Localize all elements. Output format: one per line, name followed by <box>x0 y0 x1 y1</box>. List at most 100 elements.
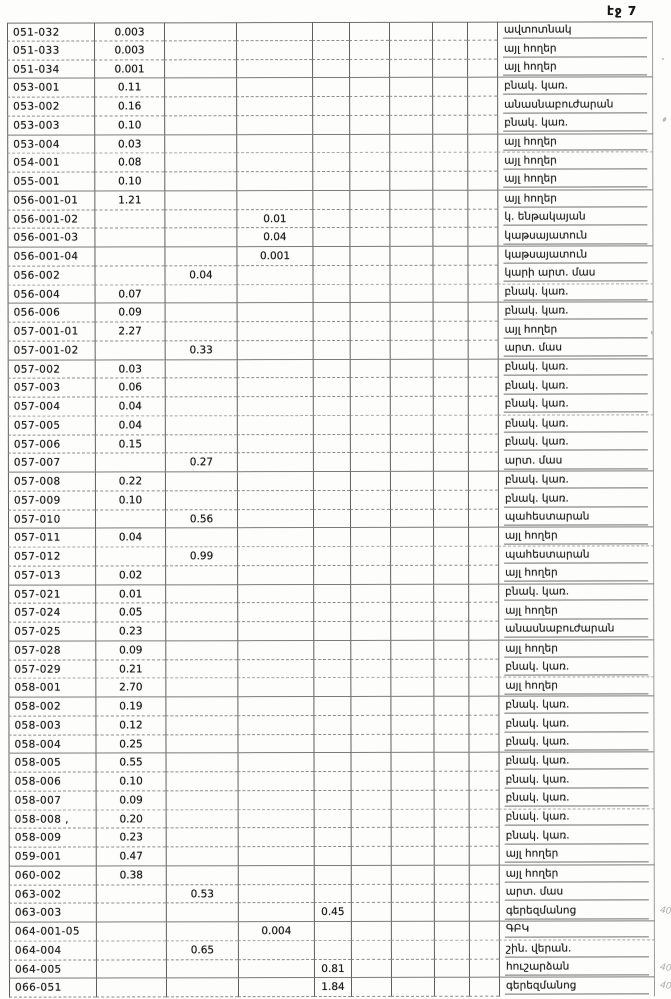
area-value-col-5 <box>349 59 390 79</box>
area-value-col-5 <box>350 678 391 697</box>
land-use-cell: այլ հողեր <box>498 527 655 547</box>
area-value-col-1: 0.07 <box>94 284 165 304</box>
parcel-code: 054-001 <box>7 153 95 173</box>
parcel-code: 057-029 <box>8 659 96 679</box>
area-value-col-5 <box>350 809 391 829</box>
area-value-col-3 <box>236 284 313 304</box>
area-value-col-3 <box>237 753 314 773</box>
area-value-col-2 <box>165 565 238 585</box>
land-use-label: բնակ. կառ. <box>503 304 648 320</box>
area-value-col-1 <box>95 509 166 529</box>
area-value-col-7 <box>432 321 468 341</box>
area-value-col-8 <box>467 490 498 510</box>
area-value-col-1: 0.04 <box>95 528 166 548</box>
land-use-cell: պահեստարան <box>497 508 655 528</box>
area-value-col-8 <box>467 452 498 472</box>
area-value-col-3: 0.01 <box>236 209 313 229</box>
area-value-col-8 <box>467 190 498 210</box>
land-use-label: արտ. մաս <box>503 341 648 357</box>
area-value-col-4: 1.84 <box>313 978 352 998</box>
area-value-col-5 <box>349 434 390 454</box>
area-value-col-1: 0.21 <box>95 659 166 679</box>
area-value-col-4 <box>313 621 351 641</box>
area-value-col-8 <box>466 21 498 41</box>
area-value-col-8 <box>467 340 498 360</box>
parcel-code: 051-034 <box>7 59 95 79</box>
area-value-col-7 <box>432 77 468 97</box>
area-value-col-3 <box>237 528 314 548</box>
area-value-col-1: 0.01 <box>95 584 166 604</box>
handwritten-margin-note: 40 <box>658 980 671 993</box>
area-value-col-2 <box>164 134 237 154</box>
area-value-col-4 <box>313 790 351 810</box>
land-use-label: գերեզմանոց <box>504 979 650 995</box>
land-use-label: շին. վերան. <box>504 941 649 958</box>
area-value-col-3 <box>236 434 313 454</box>
area-value-col-6 <box>390 978 435 997</box>
area-value-col-5 <box>350 940 391 960</box>
parcel-code: 057-002 <box>7 359 95 379</box>
area-value-col-4: 0.81 <box>313 959 351 979</box>
area-value-col-7 <box>432 59 468 79</box>
area-value-col-4 <box>312 171 350 191</box>
parcel-code: 058-002 <box>8 697 96 717</box>
table-row: 054-001 0.08 այլ հողեր <box>7 152 654 173</box>
area-value-col-8 <box>468 602 499 622</box>
area-value-col-3 <box>236 472 313 491</box>
table-row: 057-008 0.22 բնակ. կառ. <box>7 471 654 492</box>
area-value-col-3 <box>237 772 314 791</box>
area-value-col-3 <box>237 940 314 960</box>
area-value-col-3 <box>236 172 313 191</box>
area-value-col-7 <box>433 959 469 979</box>
area-value-col-8 <box>467 359 498 378</box>
land-use-label: այլ հողեր <box>503 41 648 58</box>
parcel-code: 057-004 <box>7 397 95 417</box>
table-row: 055-001 0.10 այլ հողեր <box>7 171 654 192</box>
area-value-col-4 <box>313 828 351 848</box>
area-value-col-3 <box>236 397 313 416</box>
area-value-col-4 <box>312 415 350 435</box>
area-value-col-8 <box>467 227 498 247</box>
scan-speck <box>661 116 668 123</box>
land-use-label: ԳԲԿ <box>504 922 649 939</box>
area-value-col-5 <box>349 40 390 60</box>
table-row: 064-005 0.81 հուշարձան 40 <box>8 958 671 979</box>
table-row: 058-006 0.10 բնակ. կառ. <box>8 771 655 792</box>
table-row: 057-004 0.04 բնակ. կառ. <box>7 396 654 417</box>
land-use-cell: այլ հողեր <box>498 865 655 885</box>
area-value-col-1: 0.23 <box>95 828 166 848</box>
land-use-cell: կ. ենթակայան <box>497 208 654 228</box>
area-value-col-2 <box>165 978 239 998</box>
area-value-col-2 <box>164 115 237 135</box>
table-row: 057-024 0.05 այլ հողեր <box>8 602 655 623</box>
land-use-cell: շին. վերան. <box>498 940 655 960</box>
area-value-col-3 <box>235 22 313 41</box>
area-value-col-4 <box>312 396 350 416</box>
land-use-label: բնակ. կառ. <box>503 285 648 301</box>
area-value-col-2 <box>164 40 237 60</box>
land-use-cell: բնակ. կառ. <box>498 583 655 603</box>
area-value-col-6 <box>389 434 433 454</box>
area-value-col-5 <box>349 453 390 472</box>
area-value-col-1 <box>94 453 165 473</box>
land-use-cell: այլ հողեր <box>497 152 654 172</box>
area-value-col-5 <box>350 753 391 772</box>
land-use-cell: այլ հողեր <box>497 190 654 210</box>
area-value-col-2 <box>165 809 238 829</box>
area-value-col-5 <box>349 321 390 341</box>
land-use-label: բնակ. կառ. <box>503 473 648 489</box>
area-value-col-8 <box>468 752 499 772</box>
table-row: 058-007 0.09 բնակ. կառ. <box>8 790 655 811</box>
area-value-col-8 <box>467 396 498 416</box>
area-value-col-5 <box>349 134 390 154</box>
area-value-col-4 <box>312 378 350 398</box>
area-value-col-1 <box>95 959 166 979</box>
parcel-code: 063-002 <box>8 884 96 904</box>
land-use-label: այլ հողեր <box>503 172 648 189</box>
area-value-col-4 <box>313 846 351 866</box>
table-row: 058-001 2.70 այլ հողեր <box>8 677 655 698</box>
area-value-col-6 <box>390 771 434 791</box>
area-value-col-3 <box>236 115 313 135</box>
area-value-col-2 <box>165 622 238 642</box>
area-value-col-3 <box>237 622 314 641</box>
